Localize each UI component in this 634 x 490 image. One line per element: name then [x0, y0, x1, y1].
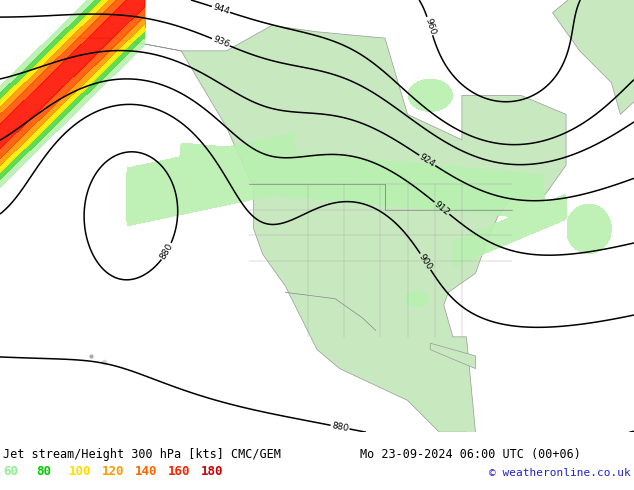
- Text: 924: 924: [418, 152, 437, 169]
- Text: 60: 60: [3, 465, 18, 478]
- Text: 912: 912: [432, 199, 451, 217]
- Text: 120: 120: [102, 465, 124, 478]
- Text: 80: 80: [36, 465, 51, 478]
- Text: 936: 936: [211, 35, 231, 49]
- Text: 880: 880: [158, 242, 175, 261]
- Text: Mo 23-09-2024 06:00 UTC (00+06): Mo 23-09-2024 06:00 UTC (00+06): [360, 448, 581, 461]
- Polygon shape: [552, 0, 634, 114]
- Text: 880: 880: [331, 421, 349, 433]
- Text: 960: 960: [423, 17, 437, 36]
- Text: 160: 160: [168, 465, 190, 478]
- Text: 140: 140: [135, 465, 157, 478]
- Polygon shape: [430, 343, 476, 368]
- Text: 100: 100: [69, 465, 91, 478]
- Text: 900: 900: [417, 252, 434, 271]
- Text: Jet stream/Height 300 hPa [kts] CMC/GEM: Jet stream/Height 300 hPa [kts] CMC/GEM: [3, 448, 281, 461]
- Text: © weatheronline.co.uk: © weatheronline.co.uk: [489, 468, 631, 478]
- Polygon shape: [55, 25, 566, 445]
- Text: 180: 180: [201, 465, 224, 478]
- Text: 944: 944: [211, 2, 230, 16]
